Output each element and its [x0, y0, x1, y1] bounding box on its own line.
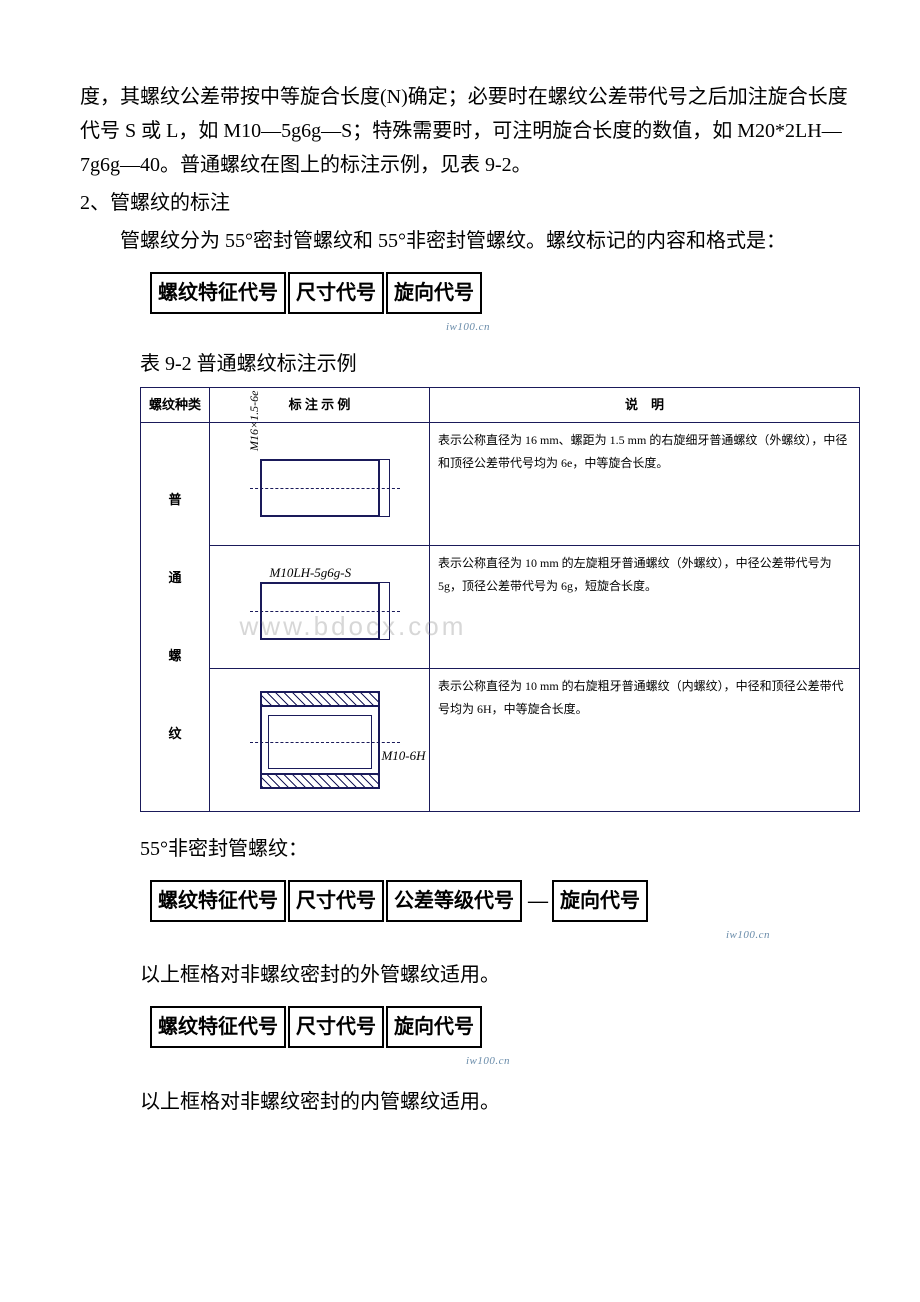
code-box: 螺纹特征代号 — [150, 1006, 286, 1048]
code-box: 尺寸代号 — [288, 880, 384, 922]
diagram-cell: M10-6H — [210, 668, 430, 811]
watermark-big: www.bdocx.com — [240, 604, 467, 648]
code-box: 尺寸代号 — [288, 272, 384, 314]
code-box: 旋向代号 — [552, 880, 648, 922]
table-caption: 表 9-2 普通螺纹标注示例 — [140, 347, 850, 381]
thread-figure-1: M16×1.5-6e — [220, 429, 420, 539]
col-header: 说 明 — [430, 387, 860, 422]
diagram-cell: M16×1.5-6e — [210, 422, 430, 545]
thread-example-table: 螺纹种类 标 注 示 例 说 明 普 通 螺 纹 M16×1.5-6e 表示公称… — [140, 387, 860, 812]
code-box: 尺寸代号 — [288, 1006, 384, 1048]
code-box: 旋向代号 — [386, 1006, 482, 1048]
desc-cell: 表示公称直径为 16 mm、螺距为 1.5 mm 的右旋细牙普通螺纹（外螺纹），… — [430, 422, 860, 545]
watermark: iw100.cn — [150, 318, 490, 337]
category-cell: 普 通 螺 纹 — [141, 422, 210, 811]
watermark: iw100.cn — [150, 926, 770, 945]
code-row-1: 螺纹特征代号 尺寸代号 旋向代号 — [150, 272, 850, 314]
col-header: 标 注 示 例 — [210, 387, 430, 422]
para-3: 管螺纹分为 55°密封管螺纹和 55°非密封管螺纹。螺纹标记的内容和格式是： — [80, 224, 850, 258]
para-5: 以上框格对非螺纹密封的外管螺纹适用。 — [140, 958, 850, 992]
figure-label: M10LH-5g6g-S — [270, 562, 352, 584]
desc-cell: 表示公称直径为 10 mm 的左旋粗牙普通螺纹（外螺纹），中径公差带代号为 5g… — [430, 545, 860, 668]
code-box: 旋向代号 — [386, 272, 482, 314]
para-2: 2、管螺纹的标注 — [80, 186, 850, 220]
thread-figure-2: M10LH-5g6g-S www.bdocx.com — [220, 552, 420, 662]
para-1: 度，其螺纹公差带按中等旋合长度(N)确定；必要时在螺纹公差带代号之后加注旋合长度… — [80, 80, 850, 182]
code-row-2: 螺纹特征代号 尺寸代号 公差等级代号 — 旋向代号 — [150, 880, 850, 922]
code-row-3: 螺纹特征代号 尺寸代号 旋向代号 — [150, 1006, 850, 1048]
code-box: 公差等级代号 — [386, 880, 522, 922]
code-dash: — — [524, 884, 552, 918]
figure-label: M10-6H — [381, 745, 425, 767]
figure-label: M16×1.5-6e — [244, 390, 264, 450]
para-4: 55°非密封管螺纹： — [140, 832, 850, 866]
col-header: 螺纹种类 — [141, 387, 210, 422]
para-6: 以上框格对非螺纹密封的内管螺纹适用。 — [140, 1085, 850, 1119]
code-box: 螺纹特征代号 — [150, 880, 286, 922]
code-box: 螺纹特征代号 — [150, 272, 286, 314]
diagram-cell: M10LH-5g6g-S www.bdocx.com — [210, 545, 430, 668]
watermark: iw100.cn — [150, 1052, 510, 1071]
desc-cell: 表示公称直径为 10 mm 的右旋粗牙普通螺纹（内螺纹），中径和顶径公差带代号均… — [430, 668, 860, 811]
thread-figure-3: M10-6H — [220, 675, 420, 805]
